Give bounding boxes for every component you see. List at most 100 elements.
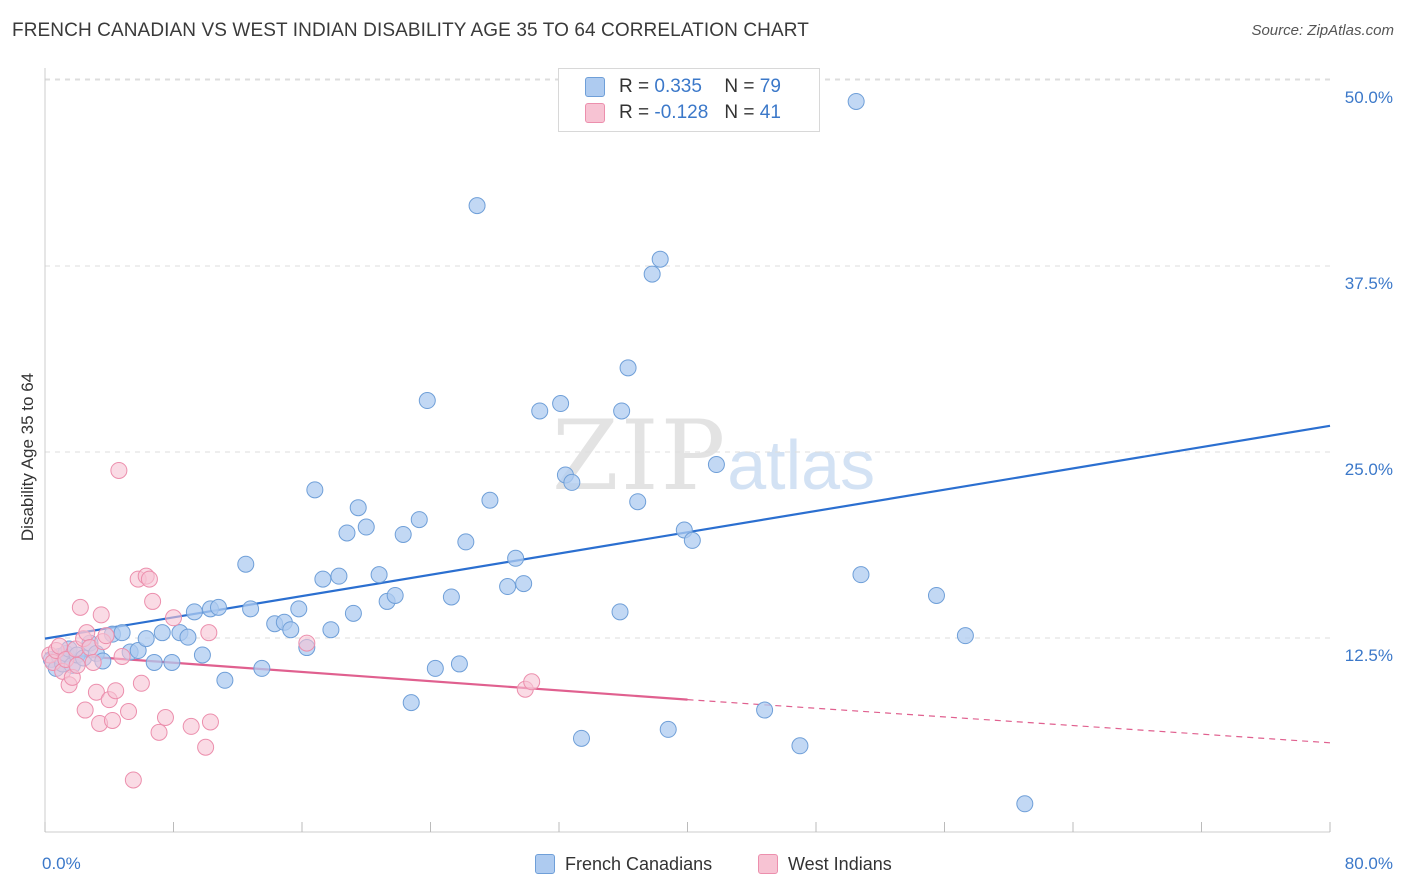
point-french-canadians [418,392,436,410]
point-french-canadians [322,621,340,639]
bottom-legend-west-indians: West Indians [758,852,892,876]
y-tick-label: 37.5% [1345,274,1393,293]
point-french-canadians [145,653,163,671]
bottom-legend-label: French Canadians [565,853,713,874]
point-west-indians [156,708,174,726]
point-west-indians [165,609,182,627]
tick-labels: 12.5% 25.0% 37.5% 50.0% 0.0% 80.0% Disability … [18,88,1393,873]
trend-lines [44,424,1331,744]
point-french-canadians [611,603,629,621]
point-french-canadians [442,588,460,606]
point-french-canadians [185,603,203,621]
point-west-indians [132,674,150,692]
point-french-canadians [237,555,255,573]
point-french-canadians [629,493,647,511]
point-west-indians [150,723,168,741]
point-french-canadians [253,659,271,677]
point-french-canadians [338,524,356,542]
bottom-legend-swatch-pink [758,854,778,874]
point-french-canadians [499,578,517,596]
point-west-indians [87,683,105,701]
point-french-canadians [153,624,171,642]
point-west-indians [113,647,131,665]
point-french-canadians [282,621,300,639]
point-french-canadians [707,456,725,474]
correlation-legend: R = 0.335 N = 79 R = -0.128 N = 41 [558,68,820,132]
point-french-canadians [927,586,945,604]
point-french-canadians [643,265,661,283]
point-french-canadians [563,473,581,491]
legend-n-label: N = [724,76,755,97]
point-french-canadians [386,586,404,604]
legend-r-value: -0.128 [654,102,709,123]
point-french-canadians [1016,795,1034,813]
legend-n-label: N = [724,102,755,123]
x-tick-label-right: 80.0% [1345,854,1393,873]
point-french-canadians [450,655,468,673]
point-french-canadians [410,511,428,529]
point-french-canadians [531,402,549,420]
point-french-canadians [426,659,444,677]
point-west-indians [84,653,102,671]
point-french-canadians [613,402,631,420]
point-french-canadians [468,197,486,215]
point-west-indians [298,634,316,652]
point-west-indians [124,771,142,789]
point-french-canadians [852,566,870,584]
point-french-canadians [394,525,412,543]
data-points [41,92,1034,813]
point-french-canadians [344,604,362,622]
point-west-indians [110,461,128,479]
point-west-indians [120,703,138,721]
y-axis-label: Disability Age 35 to 64 [18,373,37,541]
point-west-indians [92,606,110,624]
point-french-canadians [330,567,348,585]
point-west-indians [201,713,219,731]
point-french-canadians [402,694,420,712]
bottom-legend-swatch-blue [535,854,555,874]
point-french-canadians [129,642,147,660]
point-west-indians [103,711,121,729]
point-french-canadians [137,630,155,648]
trend-line-west-indians-extrapolated [687,699,1331,744]
point-french-canadians [242,600,260,618]
legend-row-french-canadians: R = 0.335 N = 79 [585,74,781,100]
legend-swatch-blue [585,77,605,97]
point-west-indians [197,738,215,756]
point-french-canadians [572,729,590,747]
legend-n-value: 41 [759,102,781,123]
y-tick-label: 50.0% [1345,88,1393,107]
point-west-indians [97,627,115,645]
y-tick-label: 12.5% [1345,646,1393,665]
point-french-canadians [357,518,375,536]
point-french-canadians [756,701,774,719]
point-french-canadians [515,575,533,593]
point-french-canadians [290,600,308,618]
point-west-indians [182,717,200,735]
point-french-canadians [619,359,637,377]
point-french-canadians [847,92,865,110]
y-tick-label: 25.0% [1345,460,1393,479]
point-french-canadians [113,624,131,642]
point-west-indians [144,592,162,610]
x-tick-label-left: 0.0% [42,854,81,873]
legend-r-label: R = [619,76,650,97]
point-west-indians [200,624,218,642]
chart-title: FRENCH CANADIAN VS WEST INDIAN DISABILIT… [12,20,809,41]
legend-row-west-indians: R = -0.128 N = 41 [585,100,781,126]
legend-r-label: R = [619,102,650,123]
point-french-canadians [552,395,570,413]
watermark-atlas: atlas [727,426,876,504]
source-credit: Source: ZipAtlas.com [1251,22,1394,39]
point-west-indians [523,673,541,691]
bottom-legend-french-canadians: French Canadians [535,852,712,876]
point-french-canadians [791,737,809,755]
point-french-canadians [306,481,324,499]
point-west-indians [107,682,125,700]
point-french-canadians [209,598,227,616]
legend-n-value: 79 [759,76,781,97]
point-french-canadians [370,566,388,584]
point-french-canadians [481,491,499,509]
point-west-indians [140,570,158,588]
